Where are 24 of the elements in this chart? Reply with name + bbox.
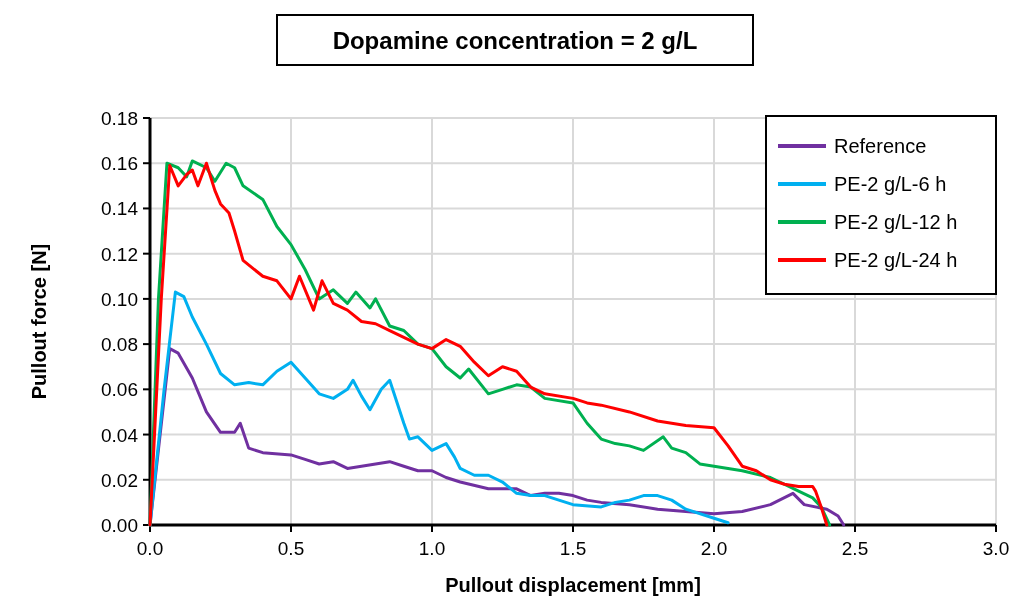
y-tick-label: 0.04 [101, 424, 139, 446]
x-tick-label: 1.5 [559, 538, 587, 559]
x-tick-label: 2.5 [841, 538, 869, 559]
y-tick-label: 0.08 [101, 334, 138, 356]
x-tick-label: 2.0 [700, 538, 728, 559]
x-tick-label: 0.5 [277, 538, 305, 559]
y-tick-label: 0.14 [101, 198, 139, 220]
chart-title: Dopamine concentration = 2 g/L [332, 27, 698, 54]
y-axis-title: Pullout force [N] [28, 243, 50, 400]
y-tick-label: 0.10 [101, 288, 138, 310]
y-tick-label: 0.16 [101, 153, 138, 175]
x-axis-title: Pullout displacement [mm] [445, 574, 701, 596]
legend-label: Reference [834, 135, 927, 157]
y-tick-label: 0.00 [101, 515, 138, 536]
y-tick-label: 0.06 [101, 379, 138, 401]
y-tick-label: 0.02 [101, 469, 138, 491]
legend-label: PE-2 g/L-6 h [834, 173, 947, 195]
x-tick-label: 3.0 [982, 538, 1010, 559]
x-tick-label: 0.0 [136, 538, 164, 559]
x-tick-label: 1.0 [418, 538, 446, 559]
legend-label: PE-2 g/L-12 h [834, 211, 958, 233]
legend-label: PE-2 g/L-24 h [834, 249, 958, 271]
y-tick-label: 0.12 [101, 243, 138, 265]
y-tick-label: 0.18 [101, 108, 138, 129]
